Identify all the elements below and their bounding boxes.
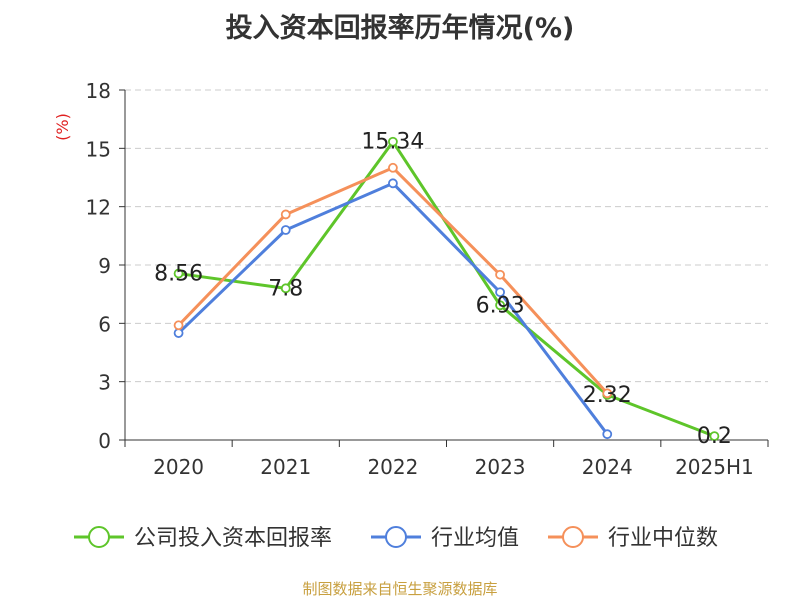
legend-label: 行业中位数 [608,526,718,551]
data-label: 8.56 [154,262,203,287]
legend-marker [562,526,584,548]
legend-marker [88,526,110,548]
x-tick-label: 2023 [475,455,526,479]
data-point[interactable] [280,209,291,220]
data-point[interactable] [495,269,505,280]
data-label: 6.93 [476,293,525,318]
legend-item[interactable]: 行业中位数 [548,526,718,551]
source-note: 制图数据来自恒生聚源数据库 [302,580,498,598]
series-line [178,140,715,438]
data-point[interactable] [602,429,613,440]
y-tick-label: 15 [86,137,111,161]
data-labels: 8.56 7.8 15.34 6.93 2.32 0.2 [154,130,732,449]
data-point[interactable] [495,300,505,311]
data-point[interactable] [709,431,720,442]
x-tick-label: 2024 [582,455,633,479]
legend-label: 行业均值 [431,526,519,551]
data-label: 2.32 [583,383,632,408]
data-point[interactable] [602,388,613,399]
data-point[interactable] [495,287,505,298]
data-point[interactable] [173,328,184,338]
data-point[interactable] [388,178,398,189]
x-tick-label: 2025H1 [675,455,754,479]
data-label: 0.2 [697,424,732,449]
legend-item[interactable]: 行业均值 [371,526,519,551]
axes: 0 3 6 9 12 15 18 2020 2021 2022 2023 2024 2025H1 (%) [53,79,769,479]
x-tick-label: 2021 [260,455,311,479]
legend[interactable]: 公司投入资本回报率 行业均值 行业中位数 [74,526,718,551]
series-line [177,166,609,395]
data-label: 7.8 [268,276,303,301]
legend-item[interactable]: 公司投入资本回报率 [74,526,332,551]
y-tick-label: 12 [86,196,111,220]
legend-label: 公司投入资本回报率 [134,526,332,551]
x-tick-label: 2020 [153,455,204,479]
data-point[interactable] [173,320,184,331]
data-point[interactable] [388,162,398,173]
y-tick-label: 3 [98,371,111,395]
series-line [177,181,609,436]
grid-lines [125,89,768,383]
data-point[interactable] [280,225,291,235]
y-tick-label: 9 [98,254,111,278]
y-tick-label: 6 [98,312,111,336]
x-tick-label: 2022 [367,455,418,479]
legend-marker [385,526,407,548]
chart-title: 投入资本回报率历年情况(%) [225,13,575,44]
y-axis-label: (%) [53,113,72,141]
series-lines [173,136,720,442]
y-tick-label: 18 [86,79,111,103]
y-tick-label: 0 [98,429,111,453]
data-point[interactable] [388,136,398,147]
data-label: 15.34 [361,130,424,155]
data-point[interactable] [173,268,184,279]
data-point[interactable] [280,283,291,294]
